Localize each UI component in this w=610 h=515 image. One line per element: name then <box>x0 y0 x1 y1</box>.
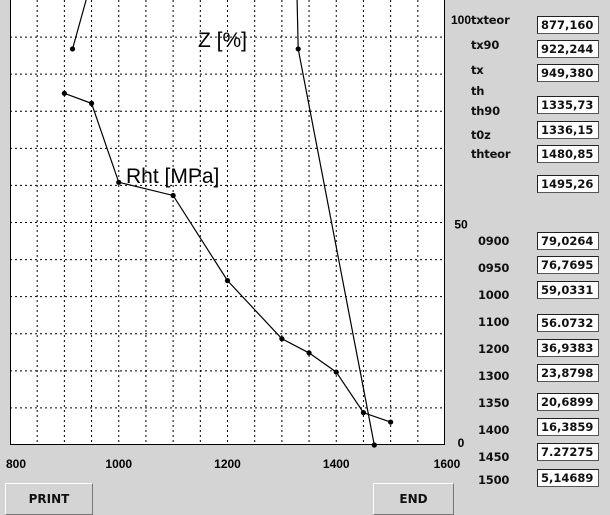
x-tick-label: 1000 <box>105 457 132 471</box>
temp-label-tx90: tx90 <box>471 38 500 52</box>
temp-field-tx[interactable]: 949,380 <box>537 64 599 82</box>
temp-field-thteor[interactable]: 1495,26 <box>537 175 599 193</box>
strength-field-1200[interactable]: 36,9383 <box>537 339 599 357</box>
strength-label-1100: 1100 <box>478 315 510 329</box>
strength-field-1300[interactable]: 23,8798 <box>537 364 599 382</box>
temp-field-txteor[interactable]: 877,160 <box>537 16 599 34</box>
plot-area <box>10 0 445 445</box>
temp-label-thteor: thteor <box>471 147 511 161</box>
strength-field-1450[interactable]: 7.27275 <box>537 443 599 461</box>
y-tick-label: 0 <box>458 436 465 450</box>
strength-field-1000[interactable]: 59,0331 <box>537 281 599 299</box>
strength-field-1400[interactable]: 16,3859 <box>537 418 599 436</box>
strength-label-1300: 1300 <box>478 369 510 383</box>
strength-label-0900: 0900 <box>478 234 510 248</box>
temp-label-tx: tx <box>471 63 484 77</box>
strength-label-1350: 1350 <box>478 396 510 410</box>
strength-label-1000: 1000 <box>478 288 510 302</box>
x-tick-label: 1400 <box>323 457 350 471</box>
strength-field-0950[interactable]: 76,7695 <box>537 256 599 274</box>
y-tick-label: 50 <box>454 218 468 232</box>
temp-field-th[interactable]: 1335,73 <box>537 96 599 114</box>
strength-label-0950: 0950 <box>478 261 510 275</box>
strength-field-1100[interactable]: 56.0732 <box>537 314 599 332</box>
temp-field-th90[interactable]: 1336,15 <box>537 121 599 139</box>
temp-label-t0z: t0z <box>471 128 491 142</box>
temp-label-txteor: txteor <box>471 13 510 27</box>
temp-label-th90: th90 <box>471 104 500 118</box>
x-tick-label: 800 <box>6 457 26 471</box>
y-tick-label: 100 <box>451 13 471 27</box>
strength-field-1350[interactable]: 20,6899 <box>537 393 599 411</box>
temp-field-tx90[interactable]: 922,244 <box>537 40 599 58</box>
print-button[interactable]: PRINT <box>5 483 93 515</box>
temp-field-t0z[interactable]: 1480,85 <box>537 145 599 163</box>
x-tick-label: 1600 <box>434 457 461 471</box>
strength-field-1500[interactable]: 5,14689 <box>537 469 599 487</box>
strength-label-1450: 1450 <box>478 450 510 464</box>
strength-label-1200: 1200 <box>478 342 510 356</box>
end-button[interactable]: END <box>373 483 454 515</box>
strength-label-1500: 1500 <box>478 473 510 487</box>
strength-field-0900[interactable]: 79,0264 <box>537 232 599 250</box>
strength-label-1400: 1400 <box>478 423 510 437</box>
temp-label-th: th <box>471 84 485 98</box>
x-tick-label: 1200 <box>214 457 241 471</box>
